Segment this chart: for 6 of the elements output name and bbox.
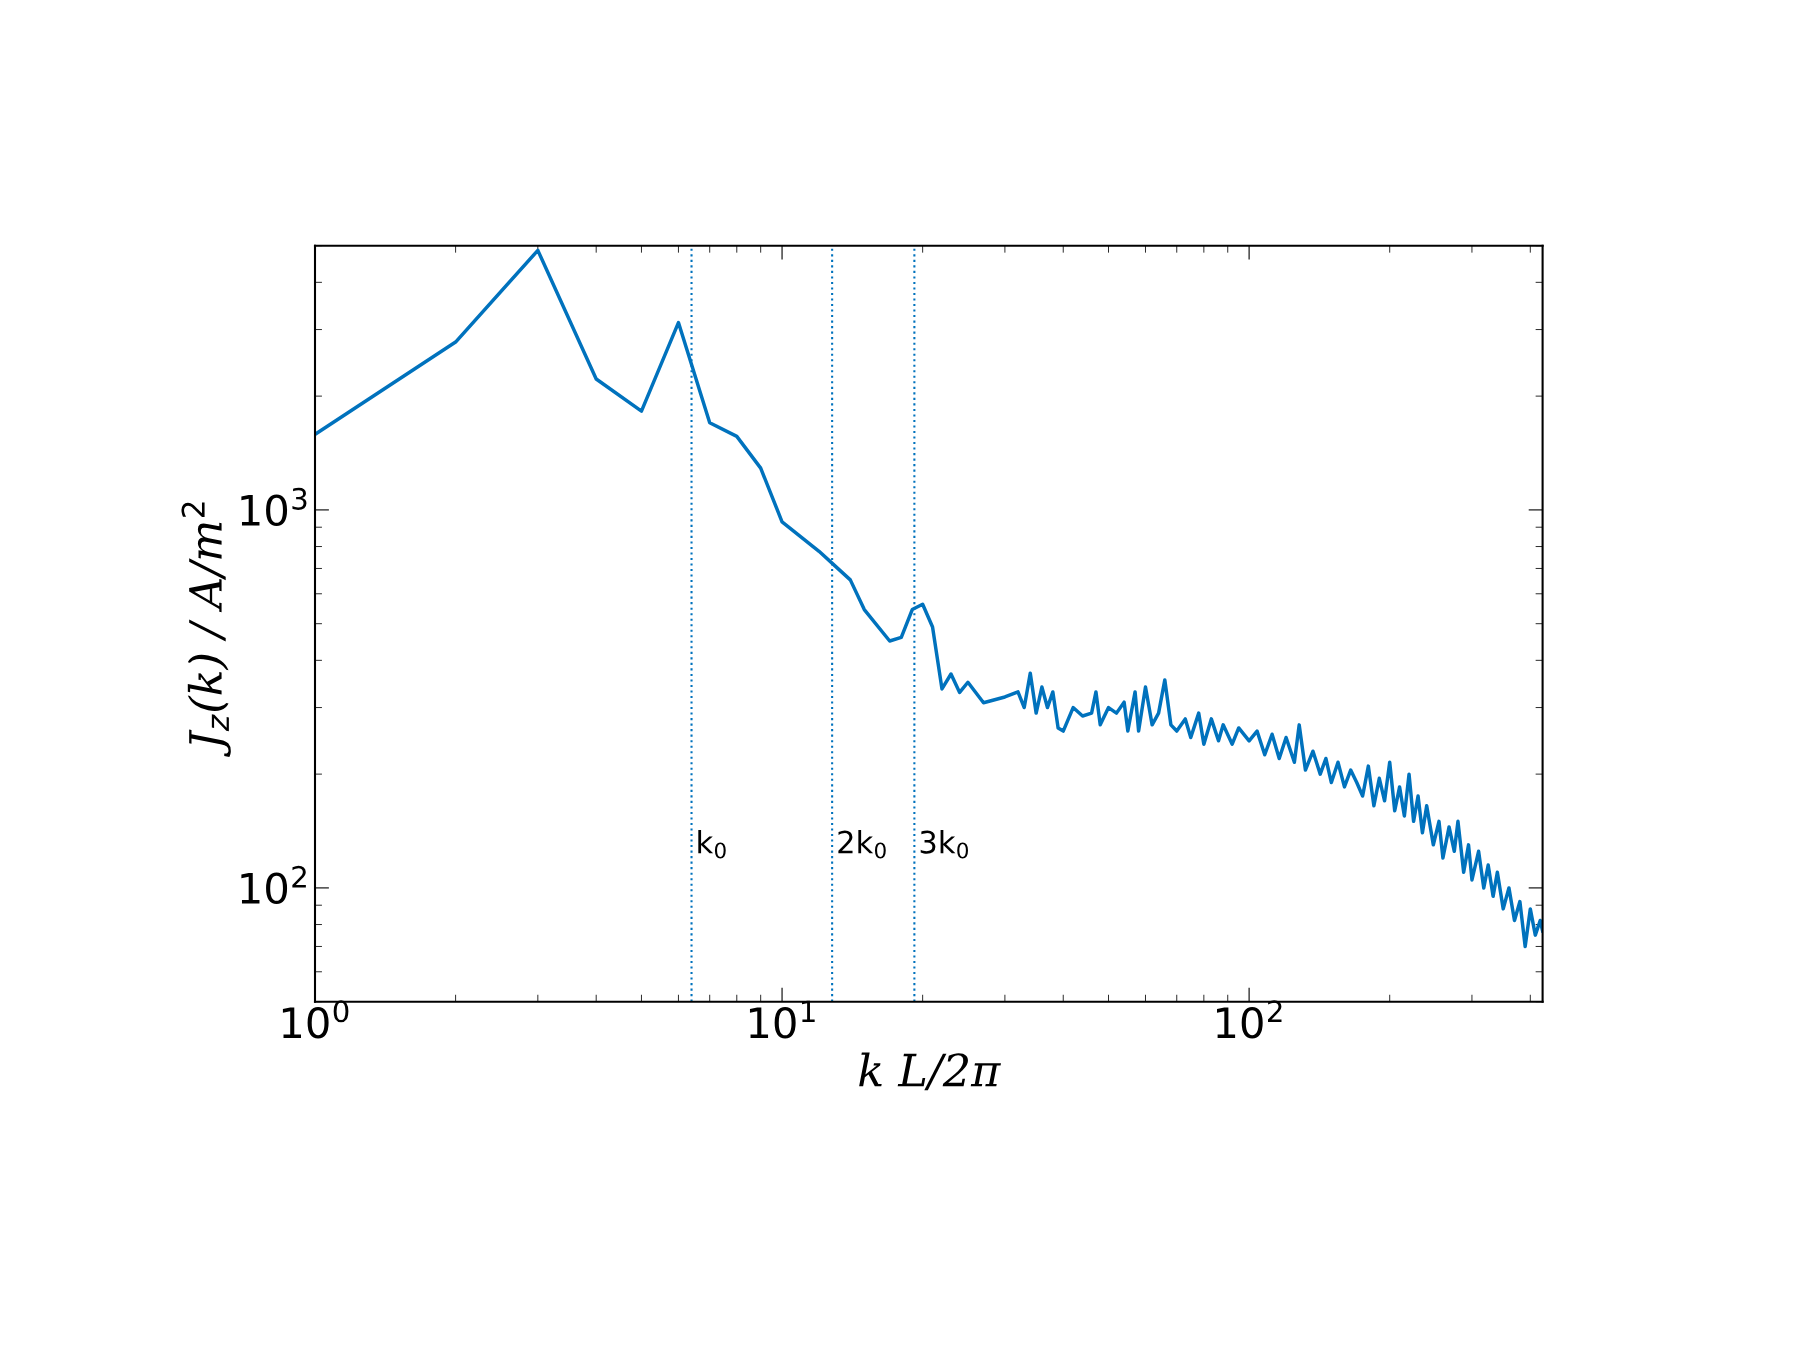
x-axis-title: k L/2π [859, 1052, 1001, 1091]
ref-line-label: 2k$_{0}$ [838, 830, 886, 859]
ref-line-label: 3k$_{0}$ [920, 830, 968, 859]
y-axis-title: J$_{z}$(k) / A/m$^{2}$ [181, 502, 231, 757]
ref-line-label: k$_{0}$ [698, 830, 726, 859]
y-tick-label: 10$^{3}$ [241, 487, 307, 527]
